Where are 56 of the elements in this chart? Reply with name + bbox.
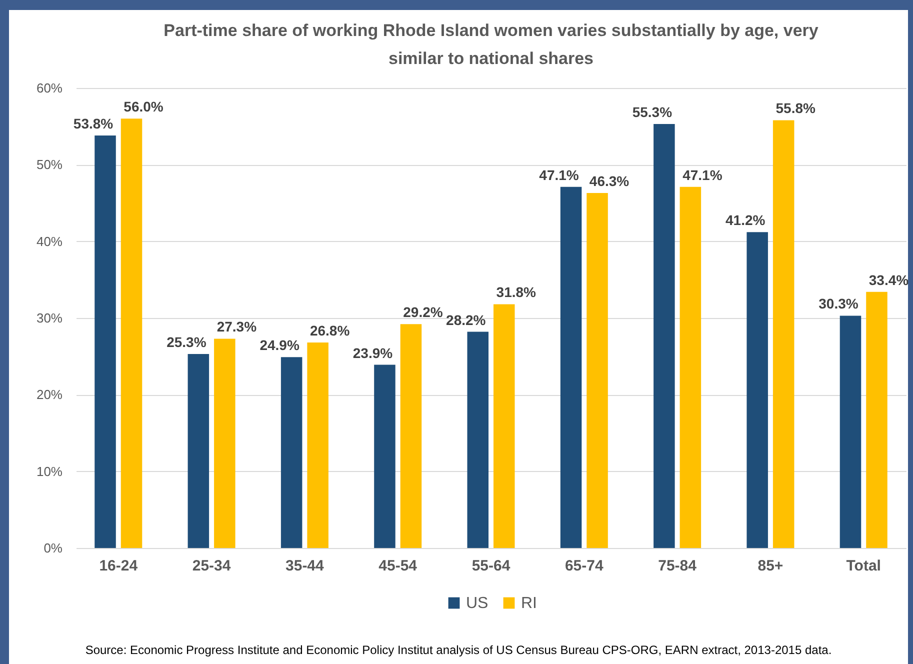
- data-label: 56.0%: [124, 98, 164, 115]
- x-tick-label: 35-44: [286, 558, 325, 574]
- bar: [120, 118, 142, 548]
- data-label: 27.3%: [216, 318, 258, 335]
- bar: [94, 136, 116, 548]
- bar: [840, 316, 862, 548]
- bar: [772, 120, 794, 548]
- data-label: 47.1%: [682, 166, 723, 183]
- data-label: 47.1%: [539, 166, 580, 183]
- data-label: 41.2%: [725, 212, 766, 228]
- bar: [214, 338, 236, 548]
- x-tick-label: 65-74: [564, 558, 604, 574]
- data-label: 30.3%: [818, 296, 859, 312]
- bar: [188, 354, 210, 548]
- bar: [374, 364, 396, 548]
- data-label: 28.2%: [446, 312, 486, 328]
- y-tick-label: 20%: [36, 387, 63, 402]
- bar: [680, 186, 702, 548]
- legend-label: US: [466, 595, 488, 612]
- data-label: 26.8%: [310, 322, 350, 339]
- x-tick-label: 75-84: [658, 558, 698, 574]
- bar: [746, 232, 768, 548]
- y-tick-label: 30%: [36, 310, 63, 326]
- bar: [866, 292, 888, 548]
- data-label: 25.3%: [166, 334, 207, 350]
- y-tick-label: 0%: [44, 540, 63, 556]
- bar: [307, 342, 328, 548]
- source-note: Source: Economic Progress Institute and Economic Policy Institut analysis of US Census Bureau CPS-ORG, EARN extract, 2013-2015 data.: [84, 643, 833, 657]
- x-tick-label: 55-64: [472, 558, 511, 574]
- x-tick-label: 25-34: [192, 558, 232, 574]
- bar: [467, 332, 489, 548]
- y-tick-label: 60%: [36, 80, 63, 96]
- data-label: 29.2%: [403, 304, 444, 320]
- legend-label: RI: [521, 595, 537, 612]
- x-tick-label: Total: [846, 558, 881, 574]
- data-label: 23.9%: [352, 344, 394, 361]
- y-tick-label: 50%: [36, 157, 63, 172]
- bar: [586, 193, 608, 548]
- x-tick-label: 85+: [758, 558, 784, 574]
- bar: [280, 357, 302, 548]
- data-label: 24.9%: [260, 337, 300, 354]
- y-tick-label: 40%: [36, 234, 63, 249]
- data-label: 55.3%: [632, 104, 673, 120]
- data-label: 46.3%: [589, 173, 630, 190]
- bar: [400, 324, 422, 548]
- data-label: 53.8%: [73, 116, 114, 132]
- x-tick-label: 16-24: [99, 558, 138, 574]
- bar: [654, 124, 675, 548]
- data-label: 33.4%: [868, 272, 910, 288]
- chart-title: Part-time share of working Rhode Island women varies substantially by age, very similar to national shares: [164, 21, 819, 68]
- data-label: 31.8%: [496, 284, 537, 300]
- x-tick-label: 45-54: [378, 558, 418, 574]
- y-tick-label: 10%: [36, 464, 63, 479]
- bar: [493, 304, 515, 548]
- data-label: 55.8%: [776, 100, 816, 116]
- bar: [560, 186, 582, 548]
